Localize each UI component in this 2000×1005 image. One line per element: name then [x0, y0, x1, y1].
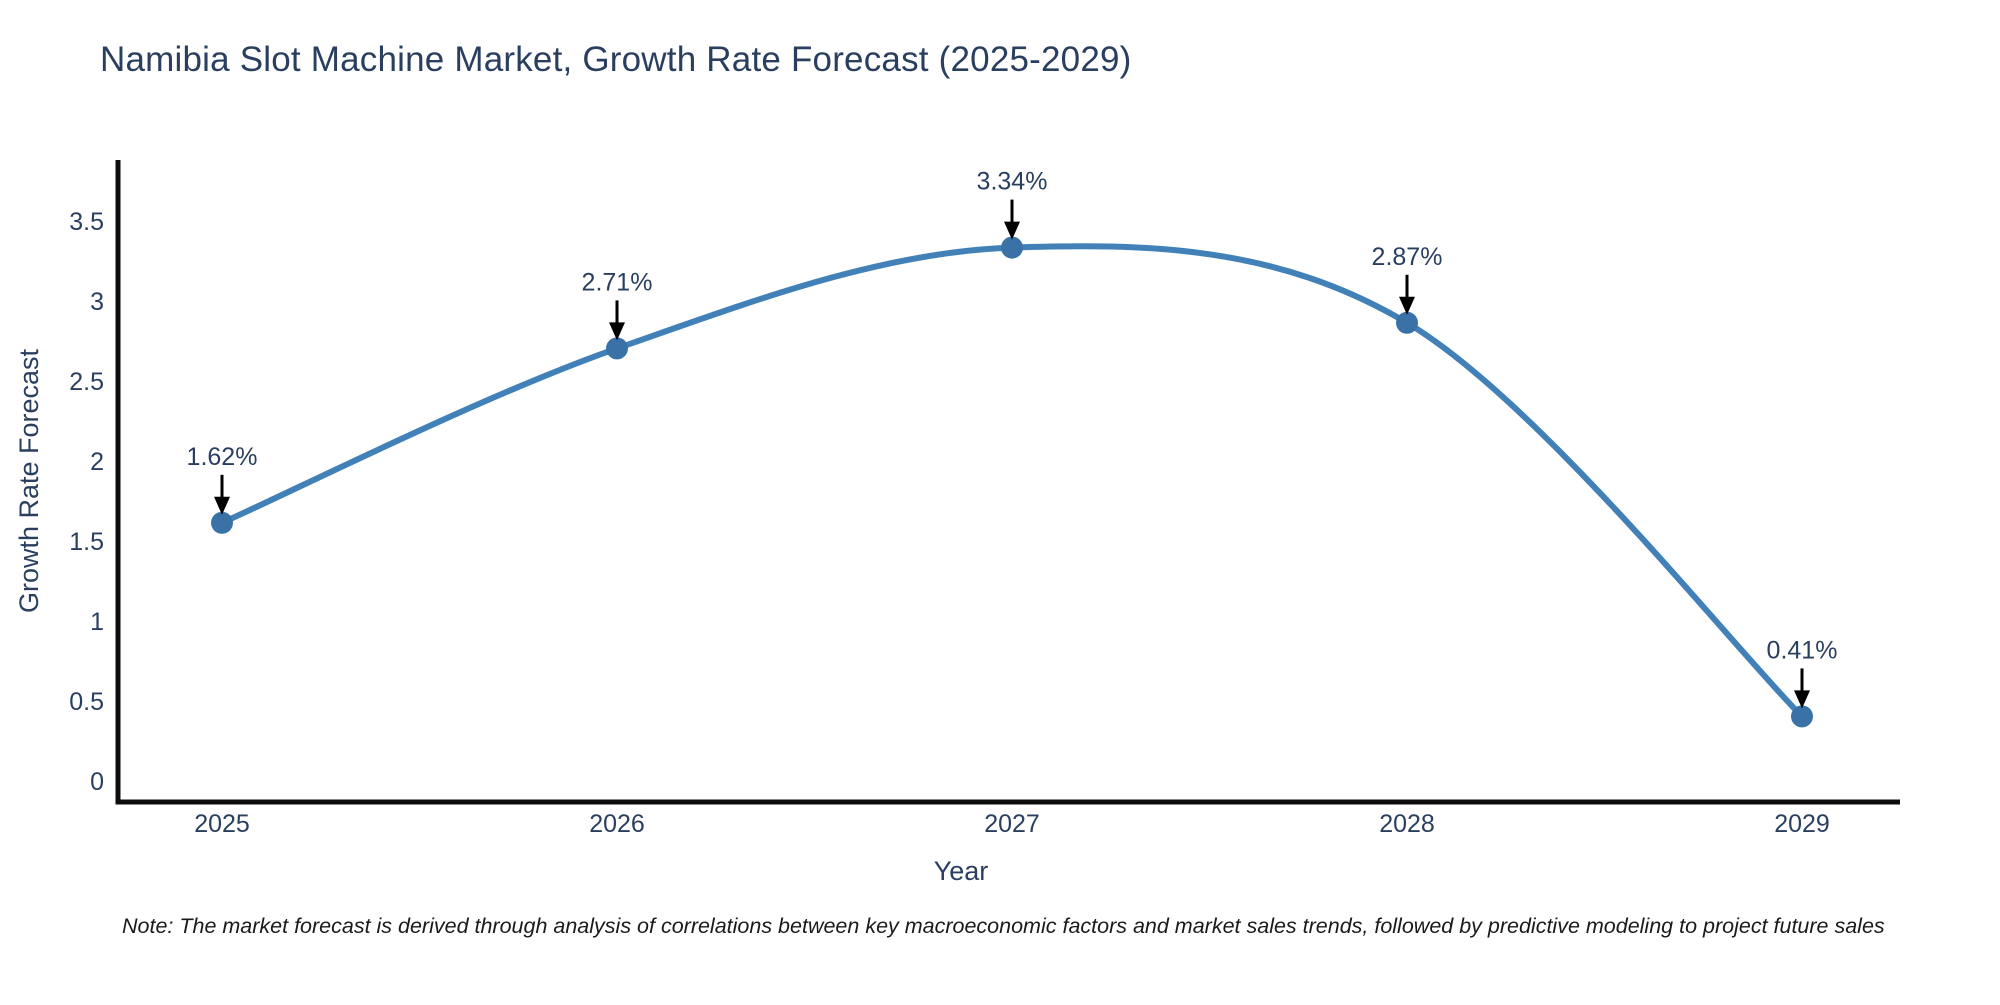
annotation-label: 1.62% [187, 443, 258, 471]
annotation-arrowhead [1794, 690, 1810, 709]
chart-title: Namibia Slot Machine Market, Growth Rate… [100, 40, 1132, 79]
trend-line [220, 243, 1805, 719]
data-point-marker[interactable] [1791, 705, 1813, 728]
y-tick-label: 0 [90, 768, 104, 796]
y-tick-label: 2 [90, 448, 104, 476]
data-point-marker[interactable] [1396, 311, 1418, 334]
annotation-label: 2.71% [582, 268, 653, 296]
data-point-marker[interactable] [606, 337, 628, 360]
x-tick-label: 2025 [194, 810, 250, 838]
y-tick-label: 0.5 [69, 688, 104, 716]
annotation-arrowhead [1399, 296, 1415, 315]
y-tick-label: 1.5 [69, 528, 104, 556]
data-point-marker[interactable] [211, 511, 233, 534]
x-tick-label: 2027 [984, 810, 1040, 838]
annotation-label: 2.87% [1372, 243, 1443, 271]
x-tick-label: 2029 [1774, 810, 1830, 838]
y-tick-label: 3.5 [69, 208, 104, 236]
annotation-label: 0.41% [1767, 636, 1838, 664]
chart-footnote: Note: The market forecast is derived thr… [122, 914, 1885, 938]
annotation-label: 3.34% [977, 168, 1048, 196]
y-tick-label: 1 [90, 608, 104, 636]
y-axis-title: Growth Rate Forecast [14, 348, 44, 613]
x-axis-title: Year [934, 856, 989, 886]
x-tick-label: 2026 [589, 810, 645, 838]
annotation-arrowhead [609, 322, 625, 341]
y-tick-label: 2.5 [69, 368, 104, 396]
y-tick-label: 3 [90, 288, 104, 316]
data-point-marker[interactable] [1001, 236, 1023, 259]
x-tick-label: 2028 [1379, 810, 1435, 838]
annotation-arrowhead [1004, 221, 1020, 240]
annotation-arrowhead [214, 496, 230, 515]
